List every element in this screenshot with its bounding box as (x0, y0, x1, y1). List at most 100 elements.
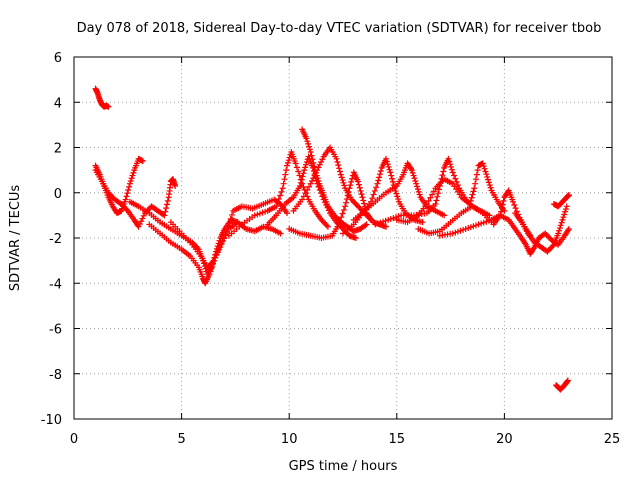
x-tick-label: 20 (496, 432, 513, 447)
data-point (297, 179, 304, 186)
series-arc-a-upper (92, 85, 112, 110)
data-point (473, 171, 480, 178)
data-point (376, 174, 383, 181)
data-point (314, 167, 321, 174)
data-point (448, 163, 455, 170)
data-point (565, 225, 572, 232)
data-point (394, 193, 401, 200)
data-point (356, 184, 363, 191)
data-point (284, 159, 291, 166)
data-point (303, 158, 310, 165)
data-point (563, 203, 570, 210)
data-point (363, 221, 370, 228)
data-point (427, 194, 434, 201)
data-point (209, 258, 216, 265)
data-point (335, 162, 342, 169)
data-point (225, 224, 232, 231)
data-point (309, 177, 316, 184)
data-point (207, 268, 214, 275)
data-point (305, 143, 312, 150)
x-tick-label: 0 (70, 432, 78, 447)
data-point (467, 197, 474, 204)
data-point (347, 182, 354, 189)
data-point (219, 237, 226, 244)
data-point (311, 163, 318, 170)
data-point (312, 169, 319, 176)
data-point (484, 173, 491, 180)
data-point (304, 187, 311, 194)
data-points (92, 85, 572, 393)
data-point (470, 188, 477, 195)
y-tick-label: -10 (41, 413, 62, 428)
data-point (234, 219, 241, 226)
data-point (487, 184, 494, 191)
data-point (387, 169, 394, 176)
data-point (510, 198, 517, 205)
y-axis-label: SDTVAR / TECUs (8, 185, 23, 292)
data-point (374, 180, 381, 187)
y-tick-label: 0 (54, 187, 62, 202)
y-tick-label: 4 (54, 96, 62, 111)
data-point (306, 146, 313, 153)
data-point (429, 191, 436, 198)
data-point (367, 216, 374, 223)
data-point (286, 154, 293, 161)
data-point (453, 178, 460, 185)
data-point (275, 196, 282, 203)
data-point (307, 149, 314, 156)
data-point (311, 172, 318, 179)
series-arc-j (286, 169, 390, 241)
data-point (278, 188, 285, 195)
data-point (441, 212, 448, 219)
data-point (369, 195, 376, 202)
data-point (375, 177, 382, 184)
data-point (334, 158, 341, 165)
data-point (561, 211, 568, 218)
series-arc-m (350, 160, 448, 223)
data-point (310, 175, 317, 182)
series-arc-k (290, 144, 374, 223)
data-point (479, 160, 486, 167)
data-point (337, 171, 344, 178)
data-point (227, 215, 234, 222)
data-point (449, 169, 456, 176)
data-point (296, 182, 303, 189)
data-point (413, 180, 420, 187)
data-point (564, 377, 571, 384)
data-point (124, 190, 131, 197)
y-tick-label: 6 (54, 51, 62, 66)
data-point (565, 192, 572, 199)
x-tick-label: 10 (281, 432, 298, 447)
data-point (416, 191, 423, 198)
y-tick-label: -4 (49, 277, 62, 292)
data-point (127, 177, 134, 184)
data-point (559, 216, 566, 223)
data-point (366, 215, 373, 222)
data-point (419, 219, 426, 226)
data-point (212, 254, 219, 261)
data-point (357, 187, 364, 194)
series-arc-o (393, 160, 508, 226)
data-point (452, 175, 459, 182)
data-point (300, 170, 307, 177)
data-point (162, 208, 169, 215)
data-point (122, 196, 129, 203)
data-point (335, 221, 342, 228)
data-point (300, 193, 307, 200)
data-point (284, 210, 291, 217)
data-point (498, 205, 505, 212)
data-point (423, 201, 430, 208)
data-point (472, 176, 479, 183)
data-point (386, 166, 393, 173)
data-point (281, 176, 288, 183)
data-point (274, 199, 281, 206)
chart-title: Day 078 of 2018, Sidereal Day-to-day VTE… (77, 21, 602, 36)
data-point (302, 164, 309, 171)
y-tick-label: -2 (49, 232, 62, 247)
data-point (221, 234, 228, 241)
data-point (362, 222, 369, 229)
data-point (454, 182, 461, 189)
y-tick-label: -6 (49, 323, 62, 338)
data-point (371, 187, 378, 194)
data-point (349, 175, 356, 182)
